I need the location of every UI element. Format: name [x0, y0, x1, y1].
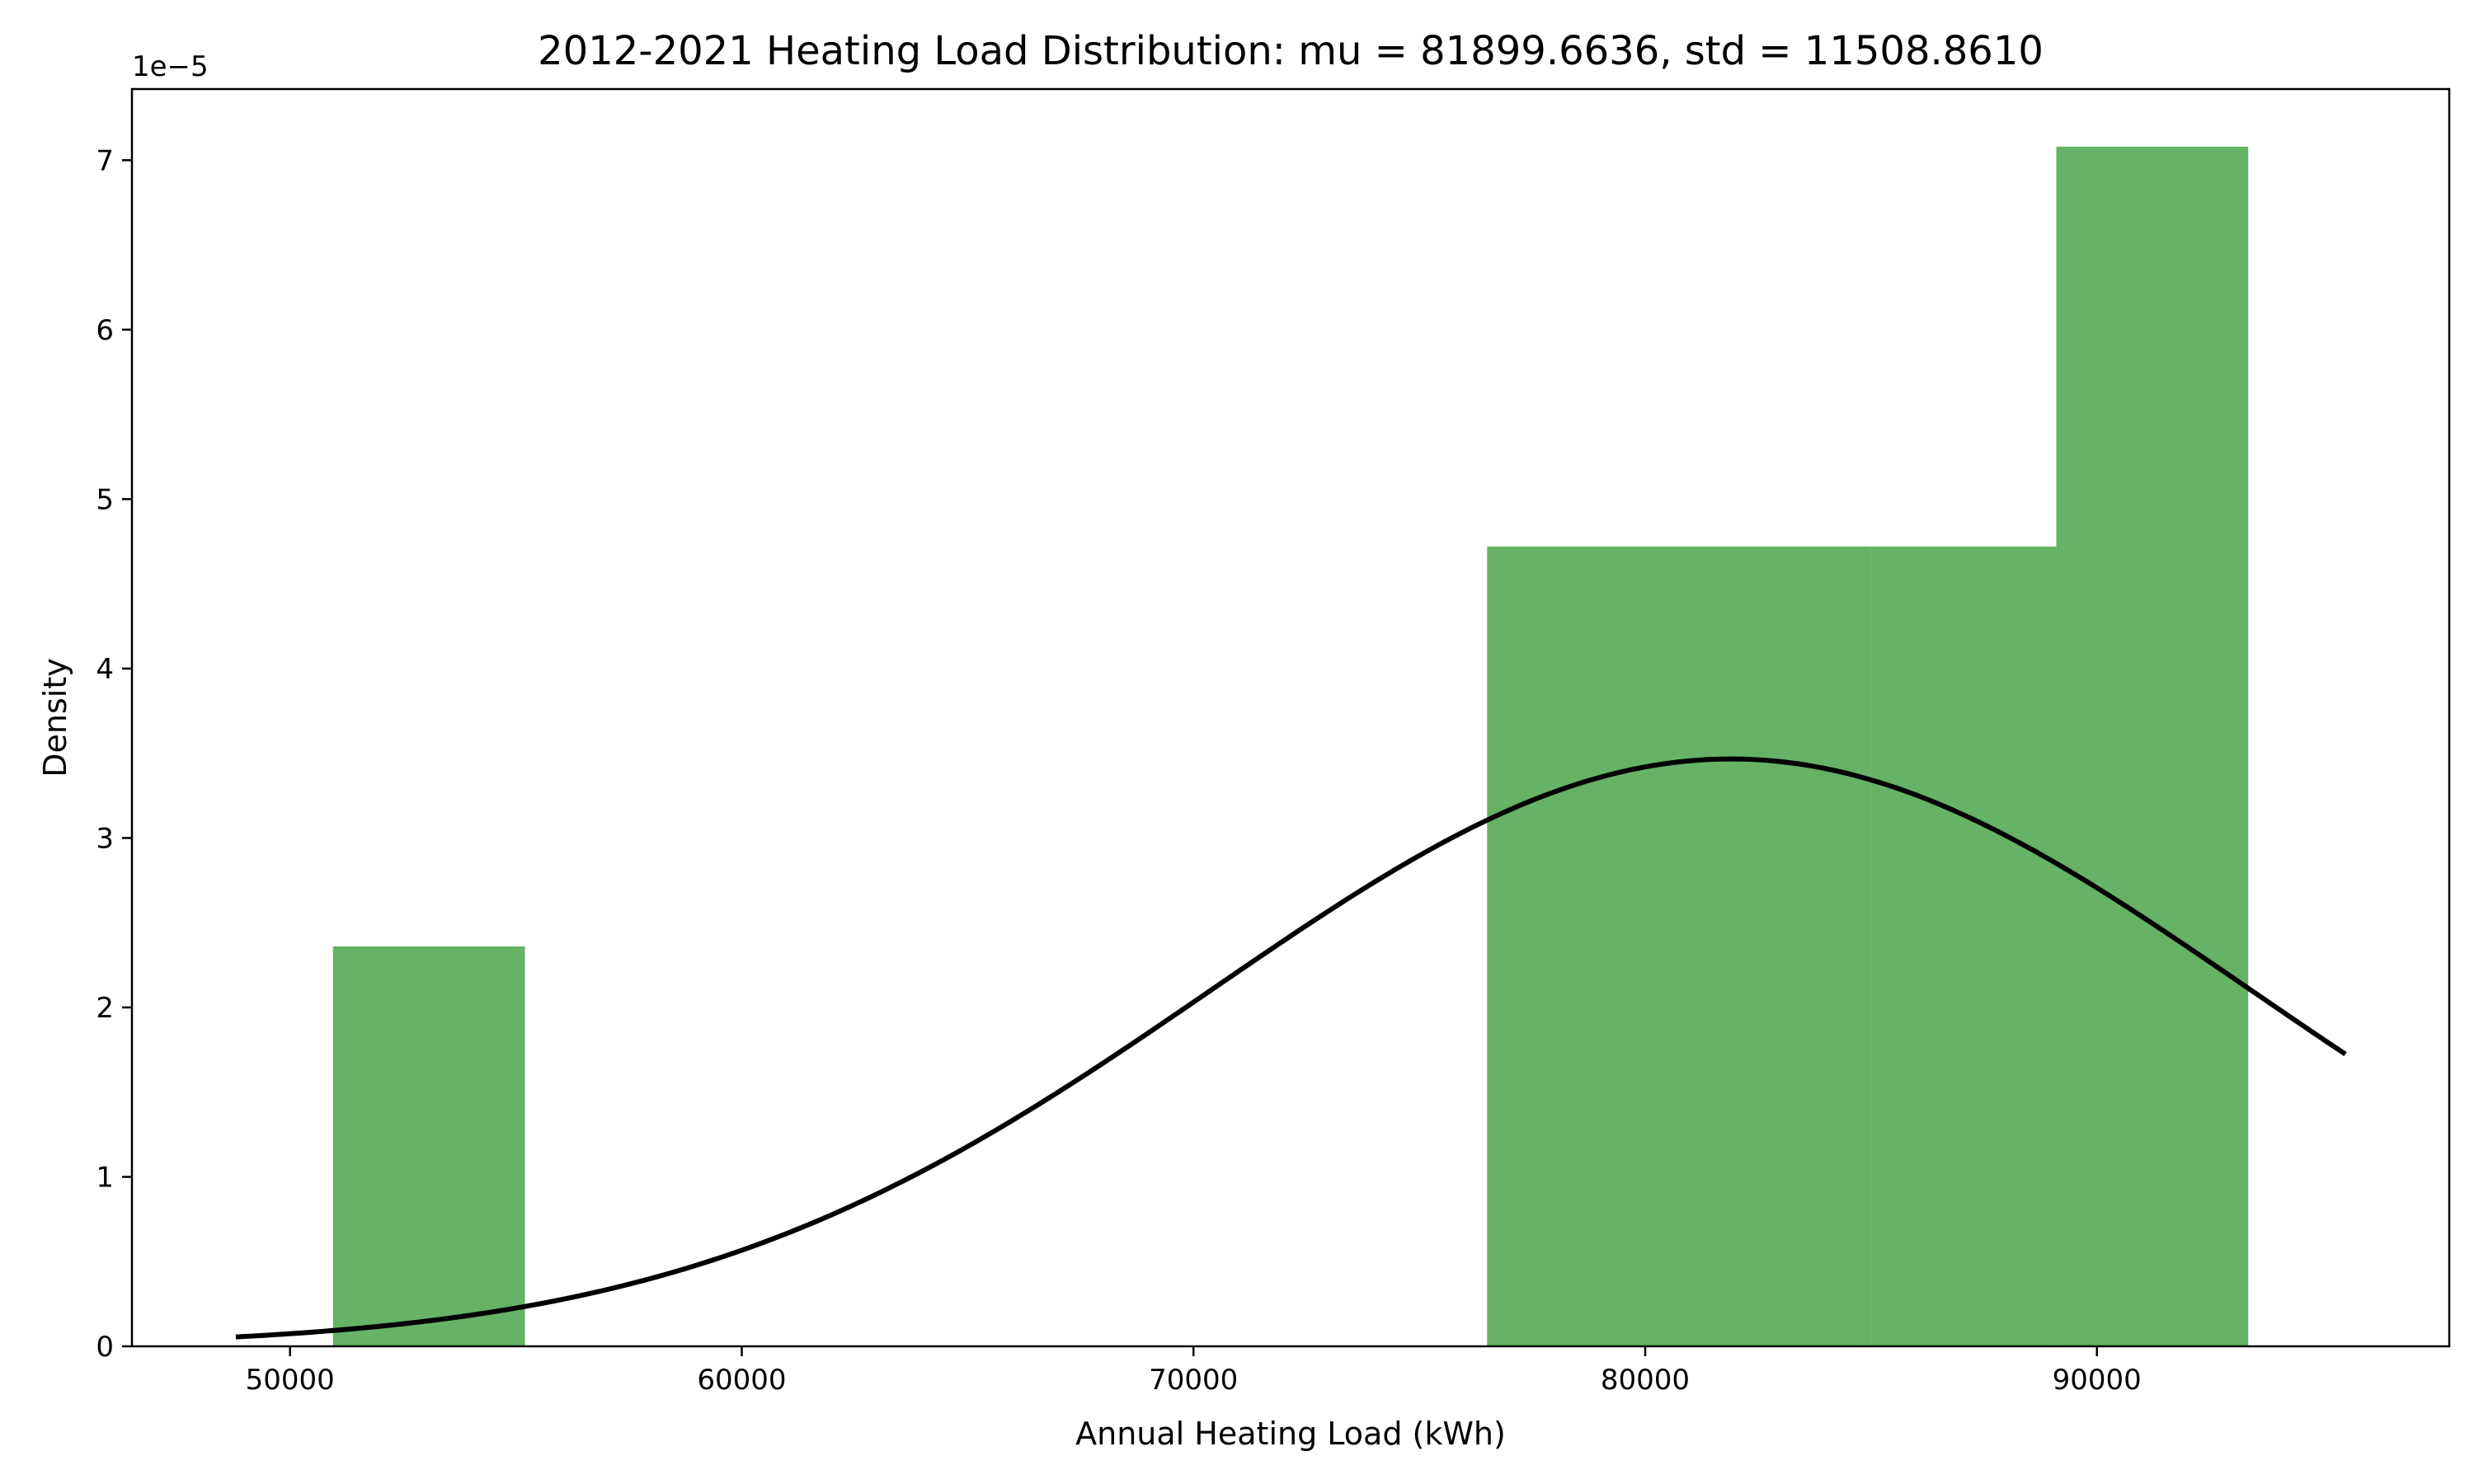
y-tick-label: 6 [96, 314, 114, 347]
normal-fit-curve-group [235, 756, 2347, 1340]
plot-frame [130, 87, 2451, 1348]
y-tick-label: 4 [96, 653, 114, 686]
chart-title: 2012-2021 Heating Load Distribution: mu … [538, 28, 2044, 74]
normal-fit-curve [235, 756, 2347, 1340]
y-axis-offset-label: 1e−5 [132, 50, 209, 83]
x-tick-label: 60000 [697, 1364, 786, 1397]
x-tick-label: 80000 [1601, 1364, 1690, 1397]
y-axis-ticks: 0 1 2 3 4 5 6 7 [96, 144, 132, 1364]
y-tick-label: 1 [96, 1161, 114, 1194]
x-tick-label: 50000 [246, 1364, 335, 1397]
y-tick-label: 0 [96, 1331, 114, 1364]
histogram-bars [332, 146, 2249, 1347]
x-tick-label: 70000 [1149, 1364, 1238, 1397]
y-tick-label: 3 [96, 822, 114, 855]
y-axis-label: Density [37, 658, 73, 777]
histogram-bar-4 [1870, 546, 2057, 1346]
histogram-bar-1 [332, 946, 525, 1346]
histogram-bar-2 [1487, 546, 1680, 1346]
histogram-bar-5 [2056, 146, 2249, 1347]
histogram-bar-3 [1679, 546, 1871, 1346]
x-tick-label: 90000 [2053, 1364, 2142, 1397]
x-axis-label: Annual Heating Load (kWh) [1075, 1416, 1506, 1452]
x-axis-ticks: 50000 60000 70000 80000 90000 [246, 1346, 2142, 1397]
y-tick-label: 5 [96, 483, 114, 516]
y-tick-label: 2 [96, 992, 114, 1025]
y-tick-label: 7 [96, 144, 114, 177]
